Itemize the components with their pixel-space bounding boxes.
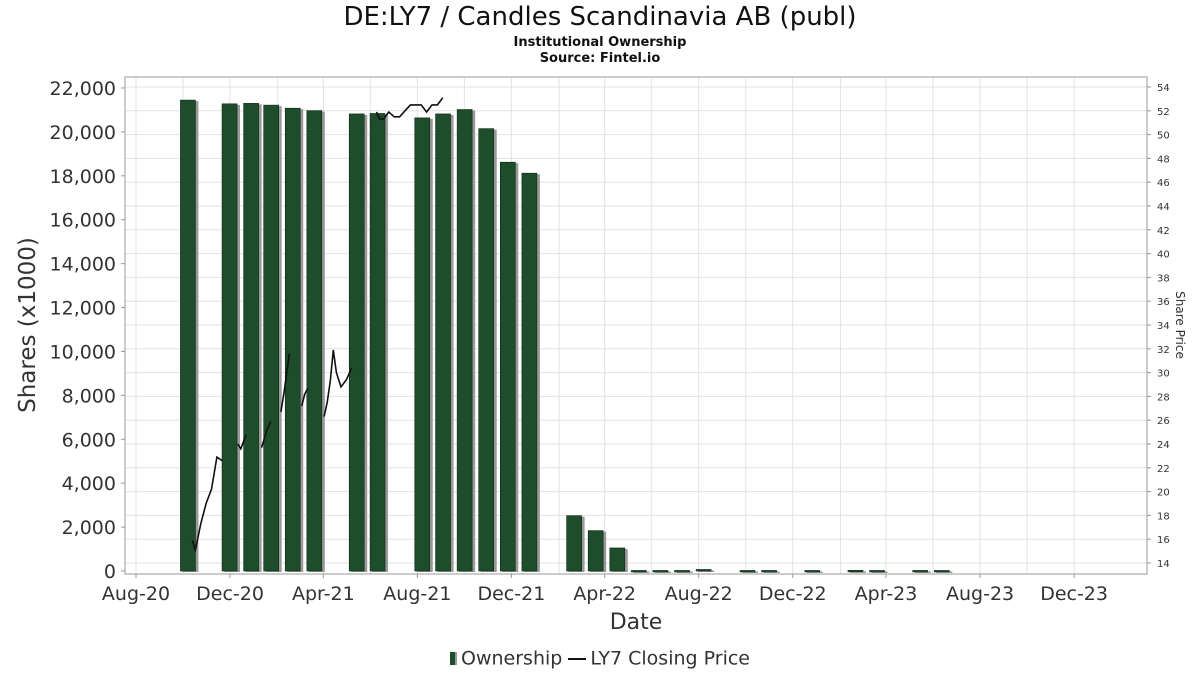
y-tick-label: 18,000 xyxy=(50,166,116,188)
ownership-bar xyxy=(500,161,516,572)
x-tick-label: Aug-21 xyxy=(383,583,451,605)
ownership-legend-swatch xyxy=(450,652,458,665)
y-tick-label: 22,000 xyxy=(50,78,116,100)
y-tick-label: 12,000 xyxy=(50,298,116,320)
ownership-bar xyxy=(221,103,238,572)
y-tick-label: 4,000 xyxy=(62,473,116,495)
ownership-bar xyxy=(761,570,777,573)
y-tick-label: 14,000 xyxy=(50,254,116,276)
x-tick-label: Aug-20 xyxy=(102,583,170,605)
price-line xyxy=(191,97,444,554)
ownership-bar xyxy=(587,530,604,572)
y2-tick-label: 18 xyxy=(1157,511,1170,522)
ownership-bar xyxy=(180,99,196,572)
y2-tick-label: 30 xyxy=(1157,369,1170,380)
ownership-bar xyxy=(284,107,301,572)
y2-tick-label: 16 xyxy=(1157,535,1170,546)
ownership-bar xyxy=(456,109,473,572)
ownership-bar xyxy=(674,570,690,573)
x-tick-label: Dec-20 xyxy=(196,583,264,605)
legend-ownership: Ownership xyxy=(461,647,563,670)
ownership-bar xyxy=(933,570,950,573)
ownership-bars xyxy=(180,99,953,573)
y-tick-label: 10,000 xyxy=(50,341,116,363)
y2-tick-label: 54 xyxy=(1157,83,1170,94)
y-tick-label: 6,000 xyxy=(62,429,116,451)
ownership-bar xyxy=(912,570,929,573)
ownership-bar xyxy=(478,128,495,572)
ownership-bar xyxy=(521,172,538,572)
x-axis-label: Date xyxy=(610,610,663,635)
ownership-bar xyxy=(243,103,259,572)
x-tick-label: Dec-23 xyxy=(1040,583,1108,605)
price-line-segment xyxy=(260,421,272,448)
y2-tick-label: 52 xyxy=(1157,107,1170,118)
y-tick-label: 16,000 xyxy=(50,210,116,232)
ownership-bar xyxy=(804,570,821,573)
ownership-bar xyxy=(414,117,431,572)
x-tick-label: Aug-23 xyxy=(946,583,1014,605)
ownership-bar xyxy=(306,110,323,572)
x-tick-label: Aug-22 xyxy=(665,583,733,605)
ownership-bar xyxy=(847,570,864,573)
y2-tick-label: 46 xyxy=(1157,178,1170,189)
price-line-segment xyxy=(237,434,247,451)
y2-tick-label: 48 xyxy=(1157,154,1170,165)
y2-tick-label: 24 xyxy=(1157,440,1170,451)
ownership-bar xyxy=(435,113,451,572)
y2-tick-label: 50 xyxy=(1157,131,1170,142)
y2-tick-label: 34 xyxy=(1157,321,1170,332)
x-tick-label: Apr-21 xyxy=(292,583,355,605)
ownership-bar xyxy=(348,113,365,572)
y-tick-label: 2,000 xyxy=(62,517,116,539)
y2-tick-label: 20 xyxy=(1157,488,1170,499)
ownership-bar xyxy=(369,113,386,572)
x-tick-label: Dec-21 xyxy=(477,583,545,605)
legend: Ownership LY7 Closing Price xyxy=(0,647,1200,670)
x-tick-label: Apr-22 xyxy=(573,583,636,605)
price-line-segment xyxy=(323,349,353,417)
y-tick-label: 8,000 xyxy=(62,385,116,407)
y2-tick-label: 32 xyxy=(1157,345,1170,356)
y2-tick-label: 26 xyxy=(1157,416,1170,427)
ownership-bar xyxy=(609,547,626,572)
chart-subtitle: Institutional Ownership xyxy=(513,35,687,50)
axes: 14 16 18 20 22 24 26 28 30 32 34 36 38 40 42 44 46 48 50 52… xyxy=(50,78,1170,605)
chart-source: Source: Fintel.io xyxy=(539,51,661,66)
y2-tick-label: 36 xyxy=(1157,297,1170,308)
ownership-bar xyxy=(739,570,756,573)
ownership-bar xyxy=(631,570,647,573)
y2-tick-label: 40 xyxy=(1157,250,1170,261)
price-line-segment xyxy=(280,353,291,413)
y2-tick-label: 42 xyxy=(1157,226,1170,237)
y-tick-label: 0 xyxy=(104,561,116,583)
ownership-bar xyxy=(566,515,582,572)
x-tick-label: Apr-23 xyxy=(855,583,918,605)
price-legend-swatch xyxy=(568,657,587,660)
y2-tick-label: 28 xyxy=(1157,392,1170,403)
x-tick-label: Dec-22 xyxy=(759,583,827,605)
y2-tick-label: 44 xyxy=(1157,202,1170,213)
y2-tick-label: 14 xyxy=(1157,559,1170,570)
price-line-segment xyxy=(375,97,444,120)
y-tick-label: 20,000 xyxy=(50,122,116,144)
y2-tick-label: 38 xyxy=(1157,273,1170,284)
y2-tick-label: 22 xyxy=(1157,464,1170,475)
price-line-segment xyxy=(300,387,309,407)
y2-axis-label: Share Price xyxy=(1173,291,1187,359)
ownership-bar xyxy=(869,570,885,573)
legend-price: LY7 Closing Price xyxy=(590,647,750,670)
chart-title: DE:LY7 / Candles Scandinavia AB (publ) xyxy=(343,2,857,32)
price-line-segment xyxy=(191,455,223,554)
ownership-bar xyxy=(263,104,279,572)
ownership-bar xyxy=(695,569,712,572)
ownership-bar xyxy=(652,570,669,573)
y-axis-label: Shares (x1000) xyxy=(15,237,41,413)
